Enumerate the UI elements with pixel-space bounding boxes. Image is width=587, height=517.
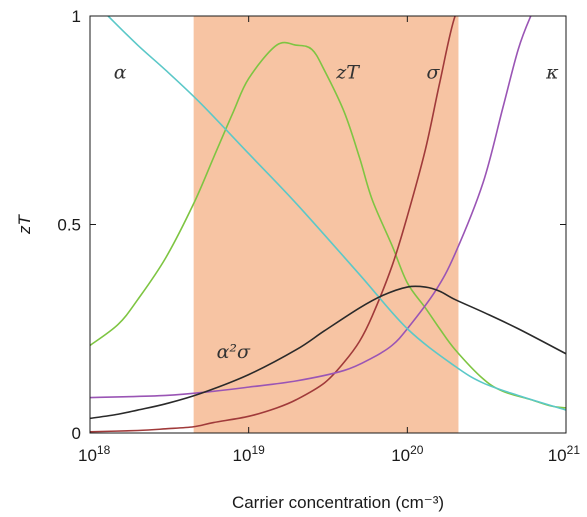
curve-label-alpha2sigma: α²σ — [217, 341, 251, 363]
series-line-zt — [90, 41, 566, 409]
y-axis-title: zT — [15, 213, 34, 235]
x-tick-label: 1019 — [233, 443, 266, 465]
tick-layer: 1018 1019 1020 1021 0 0.5 1 — [57, 7, 580, 465]
y-tick-label: 0.5 — [57, 216, 81, 235]
curve-label-zt: zT — [335, 62, 360, 84]
curve-label-alpha: α — [114, 62, 127, 84]
curve-label-layer: α zT σ κ α²σ — [114, 62, 559, 363]
series-line-sigma — [90, 16, 456, 433]
curve-label-sigma: σ — [426, 62, 440, 84]
series-line-alpha — [107, 16, 566, 411]
shaded-region-layer — [193, 16, 459, 433]
x-axis-title: Carrier concentration (cm⁻³) — [232, 493, 444, 512]
y-tick-label: 1 — [72, 7, 81, 26]
series-layer — [90, 16, 566, 433]
x-tick-label: 1018 — [78, 443, 111, 465]
x-tick-label: 1021 — [548, 443, 581, 465]
curve-label-kappa: κ — [545, 62, 559, 84]
x-tick-label: 1020 — [391, 443, 424, 465]
series-line-alpha2sigma — [90, 285, 566, 420]
y-tick-label: 0 — [72, 424, 81, 443]
series-line-kappa — [90, 16, 532, 399]
shaded-region — [193, 16, 459, 433]
